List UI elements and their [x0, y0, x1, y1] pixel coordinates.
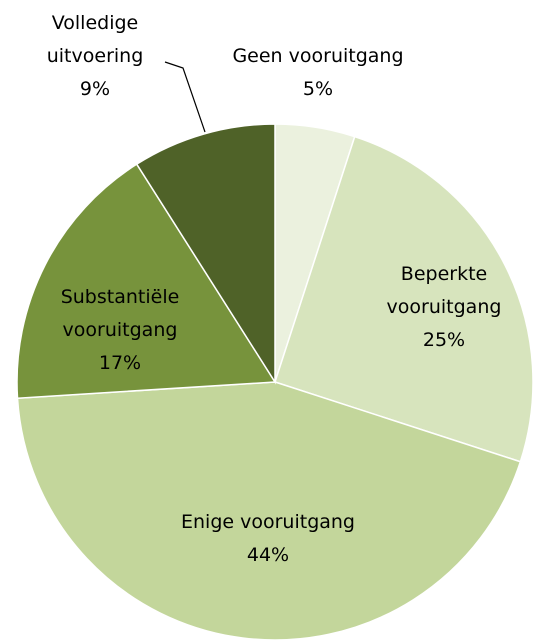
pie-slice	[16, 163, 277, 399]
slice-label: Volledige uitvoering 9%	[35, 7, 155, 106]
slice-value: 17%	[98, 352, 142, 374]
slice-value: 25%	[422, 329, 466, 351]
slice-value: 44%	[246, 544, 290, 566]
slice-name: Enige vooruitgang	[181, 511, 355, 533]
slice-label: Enige vooruitgang 44%	[118, 506, 418, 572]
slice-name: Volledige uitvoering	[46, 12, 144, 67]
pie-slice	[16, 381, 522, 641]
slice-name: Geen vooruitgang	[232, 45, 404, 67]
pie-slice	[274, 135, 534, 463]
slice-value: 5%	[302, 78, 334, 100]
pie-slice	[135, 123, 276, 385]
slice-label: Beperkte vooruitgang 25%	[374, 258, 514, 357]
slice-name: Substantiële vooruitgang	[60, 286, 180, 341]
leader-line	[164, 61, 206, 133]
slice-label: Geen vooruitgang 5%	[188, 40, 448, 106]
slice-value: 9%	[79, 78, 111, 100]
slice-label: Substantiële vooruitgang 17%	[25, 281, 215, 380]
slice-name: Beperkte vooruitgang	[386, 263, 502, 318]
